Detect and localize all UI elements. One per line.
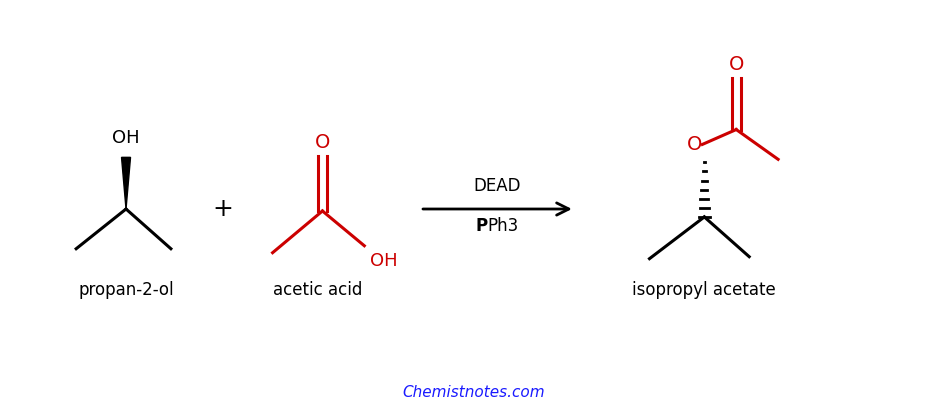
Text: +: +: [213, 197, 233, 221]
Text: O: O: [729, 55, 744, 74]
Text: O: O: [315, 133, 330, 153]
Text: isopropyl acetate: isopropyl acetate: [632, 281, 776, 298]
Polygon shape: [121, 158, 131, 209]
Text: P: P: [475, 217, 488, 235]
Text: OH: OH: [112, 129, 140, 147]
Text: OH: OH: [370, 252, 398, 270]
Text: DEAD: DEAD: [474, 177, 521, 195]
Text: Chemistnotes.com: Chemistnotes.com: [402, 385, 546, 400]
Text: O: O: [687, 135, 702, 154]
Text: Ph3: Ph3: [488, 217, 519, 235]
Text: propan-2-ol: propan-2-ol: [78, 281, 174, 298]
Text: acetic acid: acetic acid: [272, 281, 363, 298]
